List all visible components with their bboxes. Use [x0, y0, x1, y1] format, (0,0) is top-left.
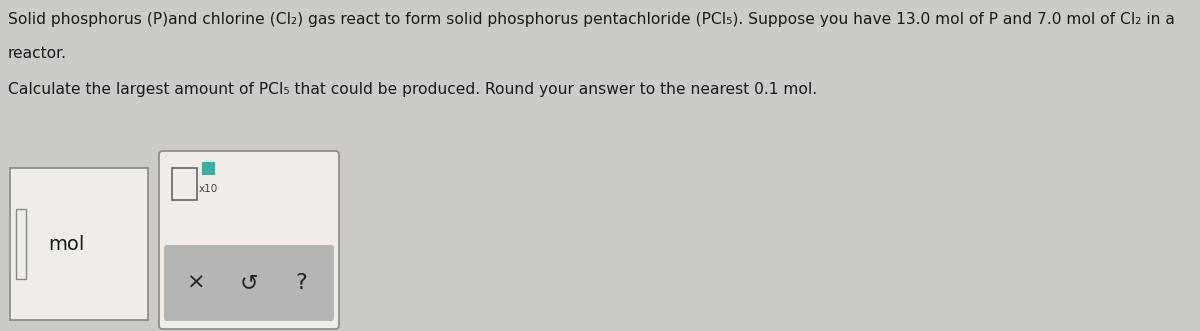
FancyBboxPatch shape — [164, 245, 334, 321]
Text: Solid phosphorus (P)and chlorine (Cl₂) gas react to form solid phosphorus pentac: Solid phosphorus (P)and chlorine (Cl₂) g… — [8, 12, 1175, 27]
Text: mol: mol — [48, 234, 84, 254]
Text: Calculate the largest amount of PCl₅ that could be produced. Round your answer t: Calculate the largest amount of PCl₅ tha… — [8, 82, 817, 97]
Text: reactor.: reactor. — [8, 46, 67, 61]
Text: x10: x10 — [199, 184, 218, 194]
Bar — [202, 162, 215, 175]
Text: ?: ? — [295, 273, 307, 293]
Text: ×: × — [187, 273, 206, 293]
Bar — [172, 168, 197, 200]
Bar — [10, 168, 148, 320]
FancyBboxPatch shape — [158, 151, 340, 329]
Bar — [16, 209, 26, 279]
Text: ↺: ↺ — [240, 273, 258, 293]
